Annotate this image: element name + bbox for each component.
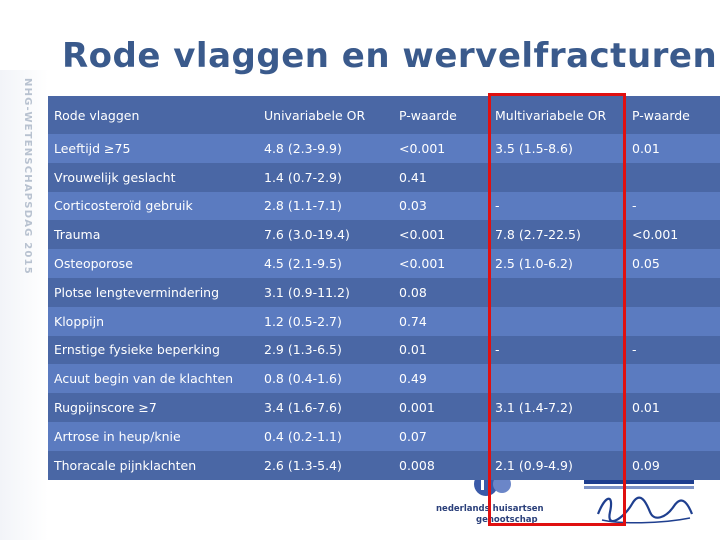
value-cell: 0.8 (0.4-1.6) (264, 371, 342, 387)
value-cell: 7.6 (3.0-19.4) (264, 227, 350, 243)
table-header-row: Rode vlaggen Univariabele OR P-waarde Mu… (48, 96, 720, 134)
erasmus-logo-icon (584, 474, 694, 524)
table-row: Osteoporose 4.5 (2.1-9.5) <0.001 2.5 (1.0-6… (48, 249, 720, 278)
row-label-cell: Artrose in heup/knie (54, 428, 181, 444)
table-row: Thoracale pijnklachten 2.6 (1.3-5.4) 0.008… (48, 450, 720, 480)
value-cell: 0.001 (399, 400, 435, 416)
value-cell: 3.4 (1.6-7.6) (264, 400, 342, 416)
side-band (0, 70, 48, 540)
side-watermark-text: NHG-WETENSCHAPSDAG 2015 (22, 78, 33, 275)
value-cell: 0.49 (399, 371, 427, 387)
value-cell: 0.08 (399, 284, 427, 300)
value-cell: 7.8 (2.7-22.5) (495, 227, 581, 243)
header-cell: P-waarde (399, 107, 457, 123)
value-cell: - (632, 342, 637, 358)
value-cell: <0.001 (399, 227, 446, 243)
nhg-logo-line2: genootschap (476, 515, 538, 525)
header-cell: Multivariabele OR (495, 107, 607, 123)
value-cell: 0.01 (399, 342, 427, 358)
table-row: Acuut begin van de klachten 0.8 (0.4-1.6)… (48, 364, 720, 394)
value-cell: 2.8 (1.1-7.1) (264, 198, 342, 214)
value-cell: 4.5 (2.1-9.5) (264, 256, 342, 272)
value-cell: 1.2 (0.5-2.7) (264, 313, 342, 329)
value-cell: 3.1 (1.4-7.2) (495, 400, 573, 416)
value-cell: 0.4 (0.2-1.1) (264, 428, 342, 444)
value-cell: 0.008 (399, 457, 435, 473)
value-cell: 3.1 (0.9-11.2) (264, 284, 350, 300)
value-cell: 0.03 (399, 198, 427, 214)
table-row: Vrouwelijk geslacht 1.4 (0.7-2.9) 0.41 (48, 162, 720, 192)
value-cell: <0.001 (632, 227, 679, 243)
table-row: Kloppijn 1.2 (0.5-2.7) 0.74 (48, 306, 720, 336)
value-cell: 1.4 (0.7-2.9) (264, 169, 342, 185)
value-cell: - (495, 342, 500, 358)
row-label-cell: Kloppijn (54, 313, 105, 329)
value-cell: 0.41 (399, 169, 427, 185)
header-cell: P-waarde (632, 107, 690, 123)
value-cell: 4.8 (2.3-9.9) (264, 140, 342, 156)
header-cell: Univariabele OR (264, 107, 366, 123)
row-label-cell: Acuut begin van de klachten (54, 371, 234, 387)
value-cell: 0.74 (399, 313, 427, 329)
row-label-cell: Vrouwelijk geslacht (54, 169, 176, 185)
table-row: Trauma 7.6 (3.0-19.4) <0.001 7.8 (2.7-22.5)… (48, 220, 720, 250)
table-row: Leeftijd ≥75 4.8 (2.3-9.9) <0.001 3.5 (1.5-… (48, 134, 720, 163)
row-label-cell: Plotse lengtevermindering (54, 284, 220, 300)
value-cell: 0.01 (632, 140, 660, 156)
row-label-cell: Thoracale pijnklachten (54, 457, 197, 473)
table-row: Ernstige fysieke beperking 2.9 (1.3-6.5) 0… (48, 335, 720, 365)
value-cell: - (632, 198, 637, 214)
value-cell: 0.07 (399, 428, 427, 444)
value-cell: - (495, 198, 500, 214)
slide-title: Rode vlaggen en wervelfracturen (62, 36, 718, 76)
value-cell: 3.5 (1.5-8.6) (495, 140, 573, 156)
row-label-cell: Osteoporose (54, 256, 133, 272)
table-row: Corticosteroïd gebruik 2.8 (1.1-7.1) 0.03 -… (48, 191, 720, 221)
nhg-logo-line1: nederlands huisartsen (436, 504, 544, 514)
value-cell: <0.001 (399, 140, 446, 156)
row-label-cell: Leeftijd ≥75 (54, 140, 131, 156)
header-cell: Rode vlaggen (54, 107, 140, 123)
value-cell: 2.1 (0.9-4.9) (495, 457, 573, 473)
row-label-cell: Rugpijnscore ≥7 (54, 400, 157, 416)
value-cell: 0.01 (632, 400, 660, 416)
red-flags-table: Rode vlaggen Univariabele OR P-waarde Mu… (48, 96, 720, 480)
table-row: Plotse lengtevermindering 3.1 (0.9-11.2) 0… (48, 277, 720, 307)
table-row: Artrose in heup/knie 0.4 (0.2-1.1) 0.07 (48, 421, 720, 451)
erasmus-logo (580, 474, 710, 530)
row-label-cell: Corticosteroïd gebruik (54, 198, 193, 214)
row-label-cell: Trauma (54, 227, 101, 243)
value-cell: 0.09 (632, 457, 660, 473)
row-label-cell: Ernstige fysieke beperking (54, 342, 220, 358)
table-row: Rugpijnscore ≥7 3.4 (1.6-7.6) 0.001 3.1 (1.… (48, 393, 720, 422)
value-cell: 0.05 (632, 256, 660, 272)
value-cell: 2.5 (1.0-6.2) (495, 256, 573, 272)
value-cell: <0.001 (399, 256, 446, 272)
value-cell: 2.6 (1.3-5.4) (264, 457, 342, 473)
value-cell: 2.9 (1.3-6.5) (264, 342, 342, 358)
